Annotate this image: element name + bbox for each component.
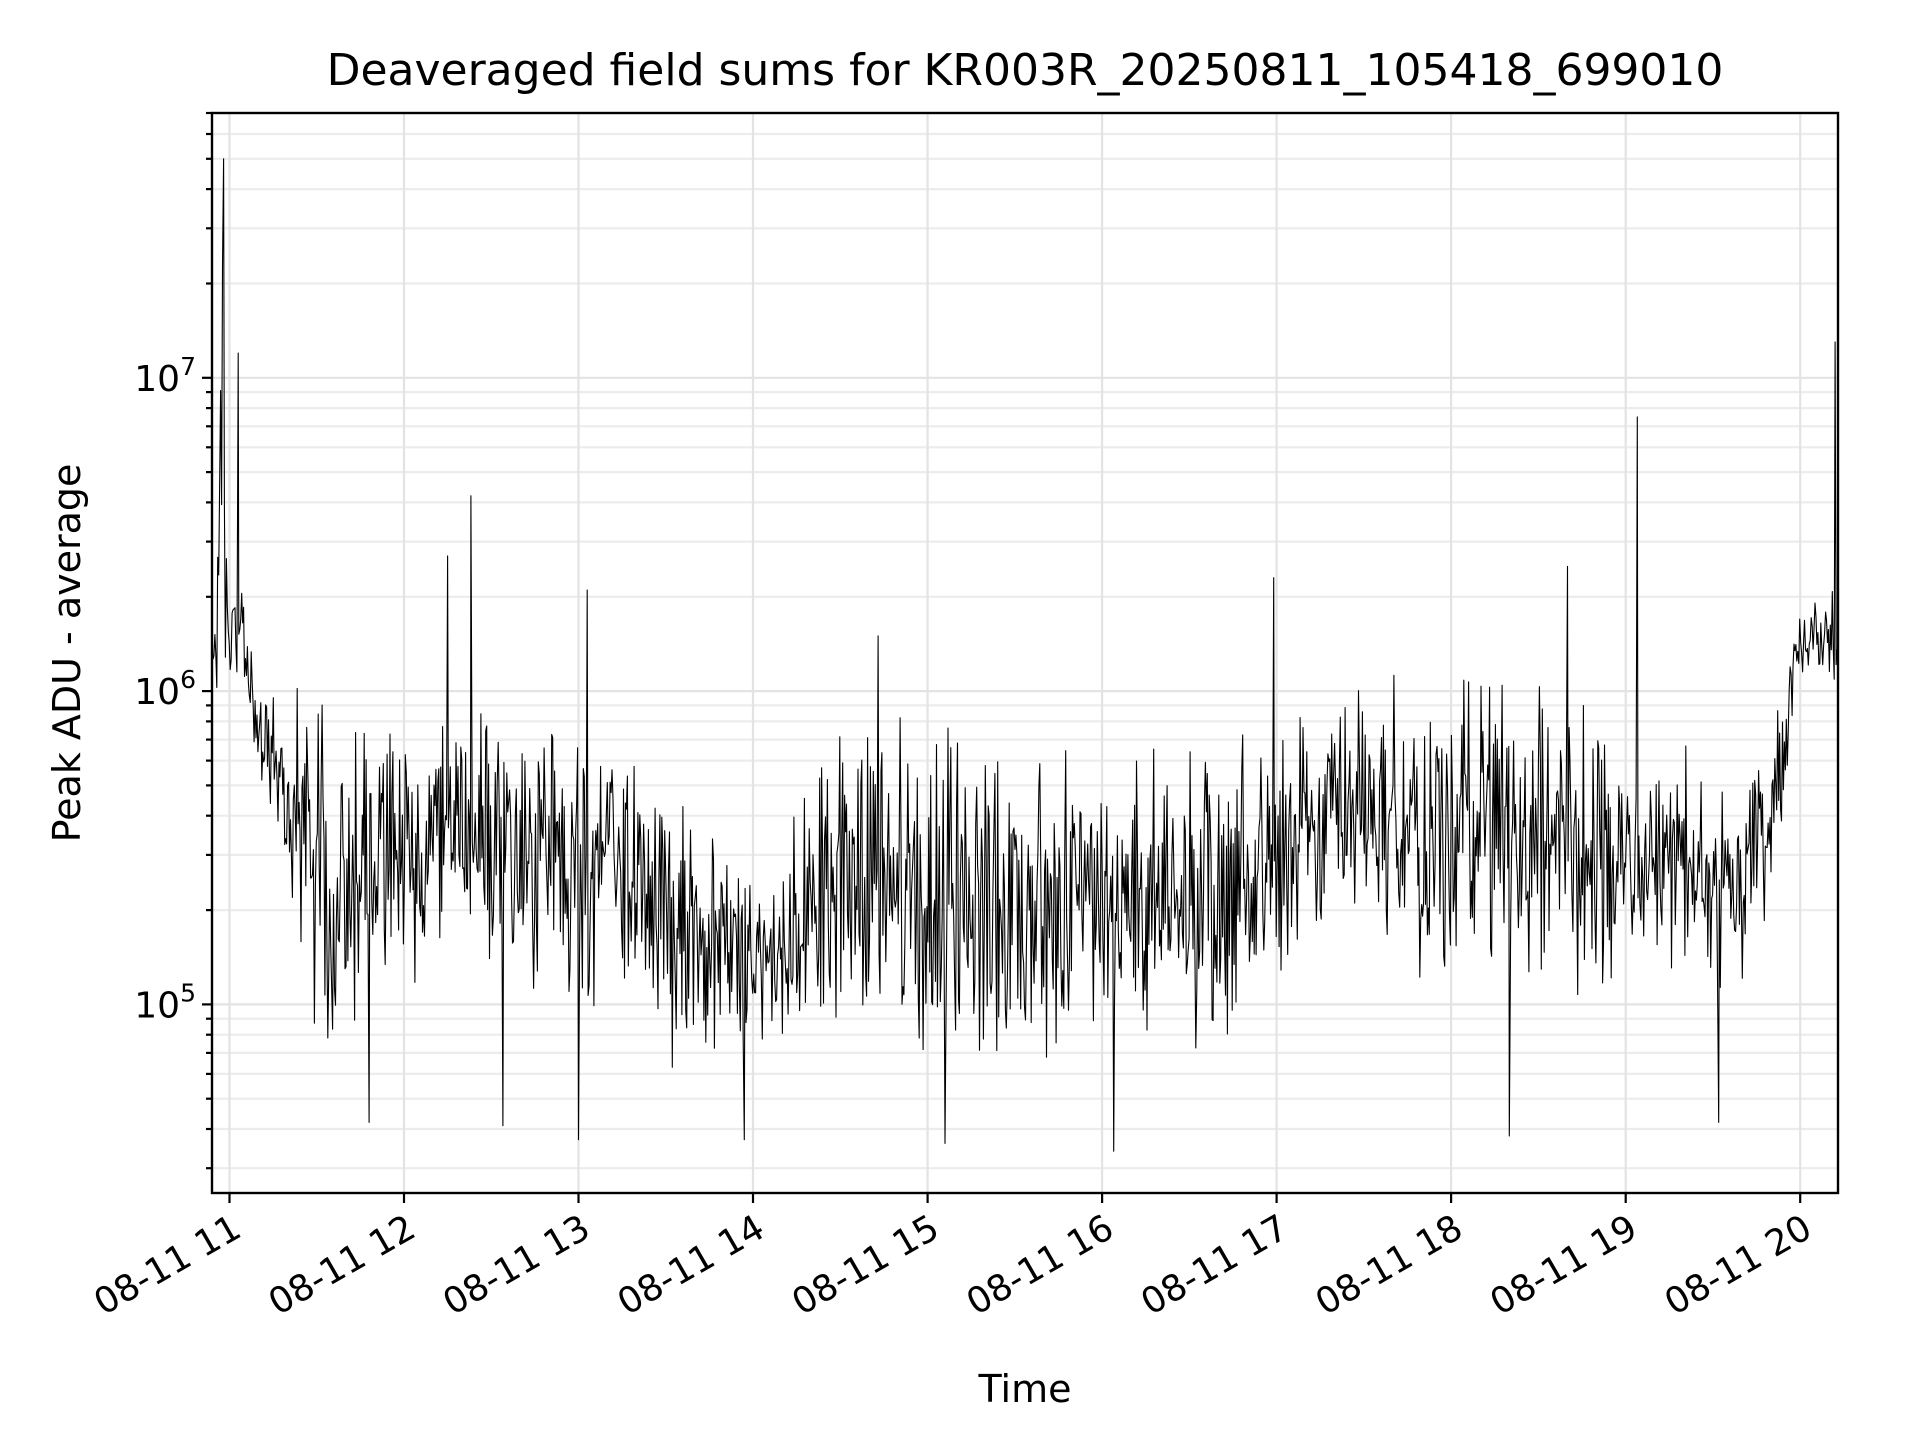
x-axis-label: Time bbox=[978, 1367, 1072, 1411]
x-tick-label: 08-11 14 bbox=[611, 1207, 772, 1323]
y-tick-label: 107 bbox=[134, 352, 196, 400]
x-tick-label: 08-11 16 bbox=[960, 1207, 1121, 1323]
x-tick-label: 08-11 11 bbox=[87, 1207, 248, 1323]
chart-title: Deaveraged field sums for KR003R_2025081… bbox=[327, 45, 1724, 96]
x-tick-label: 08-11 12 bbox=[262, 1207, 423, 1323]
series-layer bbox=[211, 158, 1839, 1152]
y-tick-label: 106 bbox=[134, 665, 196, 713]
plot-frame bbox=[210, 111, 1840, 1195]
x-tick-label: 08-11 13 bbox=[436, 1207, 597, 1323]
x-tick-label: 08-11 17 bbox=[1134, 1207, 1295, 1323]
x-tick-label: 08-11 19 bbox=[1484, 1207, 1645, 1323]
y-axis-label: Peak ADU - average bbox=[45, 464, 89, 843]
x-tick-label: 08-11 18 bbox=[1309, 1207, 1470, 1323]
x-tick-label: 08-11 15 bbox=[785, 1207, 946, 1323]
x-tick-label: 08-11 20 bbox=[1658, 1207, 1819, 1323]
grid bbox=[212, 111, 1838, 1193]
data-series-line bbox=[211, 158, 1839, 1152]
y-tick-label: 105 bbox=[134, 978, 196, 1026]
axis-ticks bbox=[202, 111, 1802, 1203]
